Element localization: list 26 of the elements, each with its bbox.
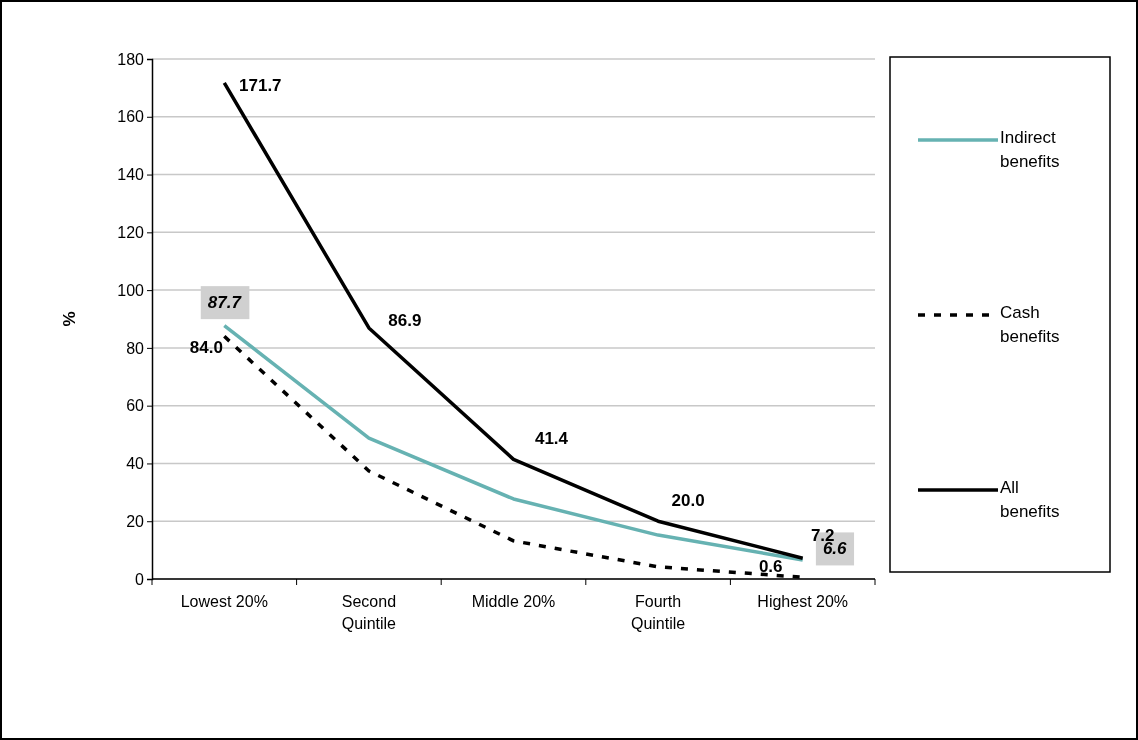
- data-label: 84.0: [189, 337, 223, 357]
- y-tick-label: 100: [117, 281, 145, 299]
- data-label: 0.6: [758, 556, 783, 576]
- y-tick-label: 80: [126, 339, 145, 357]
- data-label: 86.9: [388, 311, 422, 331]
- y-tick-label: 20: [126, 512, 145, 530]
- legend-label: All benefits: [1000, 478, 1060, 522]
- data-label: 171.7: [239, 76, 282, 96]
- y-tick-label: 120: [117, 223, 145, 241]
- y-tick-label: 140: [117, 166, 145, 184]
- legend-label: Indirect benefits: [1000, 128, 1060, 172]
- legend-label: Cash benefits: [1000, 303, 1060, 347]
- x-tick-label: Highest 20%: [757, 593, 849, 610]
- x-tick-label: Fourth Quintile: [630, 593, 686, 632]
- x-tick-label: Second Quintile: [341, 593, 397, 632]
- y-tick-label: 0: [135, 570, 145, 588]
- data-label: 41.4: [534, 428, 569, 448]
- y-axis-title: %: [60, 311, 79, 327]
- x-tick-label: Lowest 20%: [180, 593, 268, 610]
- y-tick-label: 60: [126, 397, 145, 415]
- data-label: 87.7: [207, 293, 243, 313]
- y-tick-label: 40: [126, 455, 145, 473]
- data-label: 20.0: [671, 490, 705, 510]
- y-tick-label: 160: [117, 108, 145, 126]
- x-tick-label: Middle 20%: [471, 593, 556, 610]
- y-tick-label: 180: [117, 50, 145, 68]
